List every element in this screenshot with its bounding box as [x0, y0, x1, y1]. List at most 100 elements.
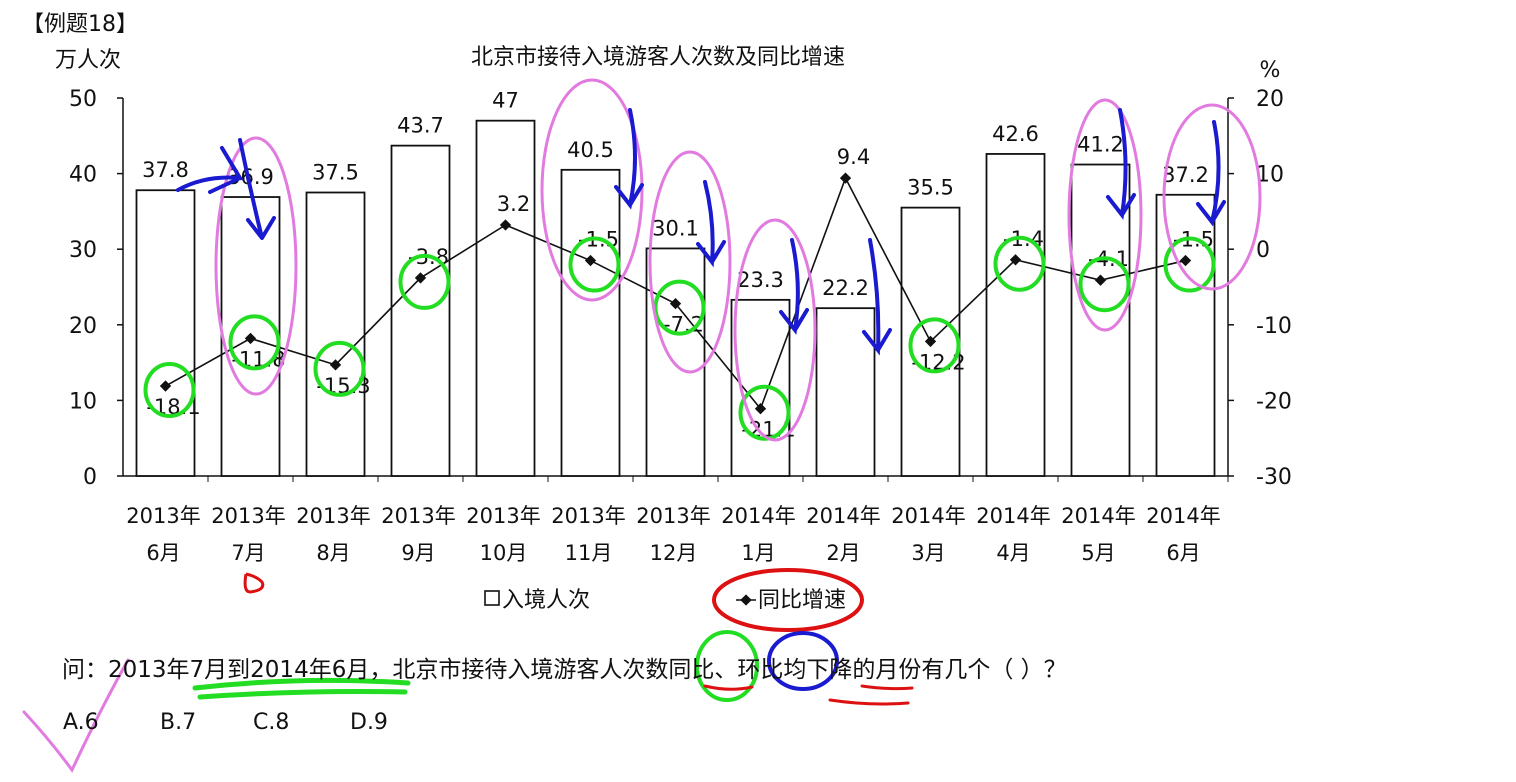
- y-tick-label-left: 10: [69, 389, 97, 414]
- red-circle-mark: [712, 568, 864, 632]
- growth-point: [329, 359, 342, 371]
- x-tick-label-month: 2月: [826, 541, 860, 565]
- x-tick-label-month: 1月: [741, 541, 775, 565]
- legend: 入境人次 同比增速: [484, 588, 846, 613]
- blue-arrow-mark: [238, 138, 276, 240]
- blue-arrow-mark: [696, 180, 726, 268]
- x-tick-label-month: 3月: [911, 541, 945, 565]
- blue-arrow-mark: [614, 108, 644, 210]
- green-circle-mark: [228, 314, 281, 371]
- bar: [305, 191, 366, 477]
- legend-bar-label: 入境人次: [502, 588, 590, 613]
- x-tick-label-year: 2014年: [721, 504, 795, 528]
- growth-point: [244, 332, 257, 345]
- handwritten-annotations: [22, 78, 1262, 773]
- growth-value-label: 3.2: [497, 192, 530, 216]
- x-tick-label-year: 2013年: [551, 504, 625, 528]
- growth-point: [499, 219, 512, 231]
- x-tick-label-year: 2013年: [296, 504, 370, 528]
- bar-value-label: 30.1: [652, 216, 699, 240]
- red-underline-mark: [703, 684, 914, 706]
- blue-arrow-mark: [862, 238, 892, 356]
- green-circle-mark: [695, 630, 759, 702]
- x-tick-label-year: 2014年: [1146, 504, 1220, 528]
- growth-point: [159, 380, 172, 392]
- bar-value-label: 41.2: [1077, 133, 1124, 157]
- growth-point: [669, 297, 682, 310]
- y-tick-label-right: 20: [1256, 87, 1284, 112]
- growth-point: [839, 172, 852, 184]
- x-tick-label-month: 4月: [996, 541, 1030, 565]
- bar-value-label: 23.3: [737, 268, 784, 292]
- green-circle-mark: [1078, 256, 1131, 313]
- legend-bar-swatch: [484, 590, 500, 606]
- y-tick-label-right: 0: [1256, 238, 1270, 263]
- x-tick-label-year: 2013年: [636, 504, 710, 528]
- green-circle-mark: [993, 235, 1046, 292]
- growth-value-label: 9.4: [837, 145, 870, 169]
- green-circle-mark: [653, 279, 706, 336]
- growth-point: [754, 403, 767, 415]
- bar-value-label: 43.7: [397, 114, 444, 138]
- green-circle-mark: [568, 236, 621, 293]
- y-tick-label-left: 50: [69, 87, 97, 112]
- legend-line-label: 同比增速: [758, 588, 846, 613]
- blue-arrow-mark: [1196, 120, 1226, 227]
- growth-point: [1179, 254, 1192, 267]
- growth-point: [1009, 254, 1022, 266]
- bar-value-label: 37.2: [1162, 163, 1209, 187]
- question-text: 问：2013年7月到2014年6月，北京市接待入境游客人次数同比、环比均下降的月…: [62, 657, 1067, 683]
- bar-value-label: 37.5: [312, 161, 359, 185]
- bar: [135, 189, 196, 477]
- x-tick-label-year: 2013年: [126, 504, 200, 528]
- option-d[interactable]: D.9: [350, 710, 388, 735]
- pink-loop-mark: [733, 218, 817, 442]
- y-tick-label-right: -20: [1256, 389, 1292, 414]
- pink-check-mark: [22, 658, 130, 773]
- y-axis-label-right: %: [1260, 58, 1281, 83]
- x-tick-label-year: 2014年: [806, 504, 880, 528]
- line-layer: [159, 172, 1192, 415]
- bar-value-label: 37.8: [142, 158, 189, 182]
- pink-loop-mark: [1162, 103, 1262, 291]
- green-circle-mark: [143, 362, 196, 419]
- option-b[interactable]: B.7: [160, 710, 197, 735]
- red-triangle-mark: [243, 572, 265, 594]
- x-tick-label-month: 11月: [565, 541, 613, 565]
- x-tick-label-month: 9月: [401, 541, 435, 565]
- pink-loop-mark: [648, 150, 732, 374]
- option-c[interactable]: C.8: [253, 710, 290, 735]
- bar: [1155, 193, 1216, 477]
- blue-arrow-mark: [1106, 108, 1136, 220]
- x-tick-label-month: 10月: [480, 541, 528, 565]
- green-circle-mark: [738, 384, 791, 441]
- pink-loop-mark: [540, 78, 644, 302]
- y-tick-label-left: 30: [69, 238, 97, 263]
- green-circle-mark: [313, 340, 366, 397]
- y-tick-label-right: -10: [1256, 314, 1292, 339]
- pink-loop-mark: [214, 136, 298, 396]
- y-tick-label-right: -30: [1256, 465, 1292, 490]
- legend-line-marker: [740, 594, 752, 606]
- pink-loop-mark: [1067, 98, 1143, 332]
- x-tick-label-month: 12月: [650, 541, 698, 565]
- growth-point: [1094, 274, 1107, 286]
- growth-point: [924, 335, 937, 348]
- green-circle-mark: [398, 253, 451, 310]
- x-tick-label-year: 2013年: [466, 504, 540, 528]
- green-circle-mark: [1163, 236, 1216, 293]
- y-tick-label-left: 40: [69, 163, 97, 188]
- bar: [985, 153, 1046, 477]
- x-tick-label-year: 2013年: [211, 504, 285, 528]
- option-a[interactable]: A.6: [63, 710, 99, 735]
- bar: [475, 119, 536, 477]
- growth-point: [414, 272, 427, 284]
- x-tick-label-month: 6月: [146, 541, 180, 565]
- blue-arrow-mark: [779, 238, 809, 335]
- bar: [560, 168, 621, 477]
- bar-value-label: 35.5: [907, 176, 954, 200]
- blue-arrow-mark: [176, 146, 244, 194]
- green-underline-mark: [192, 677, 411, 700]
- x-tick-label-year: 2014年: [1061, 504, 1135, 528]
